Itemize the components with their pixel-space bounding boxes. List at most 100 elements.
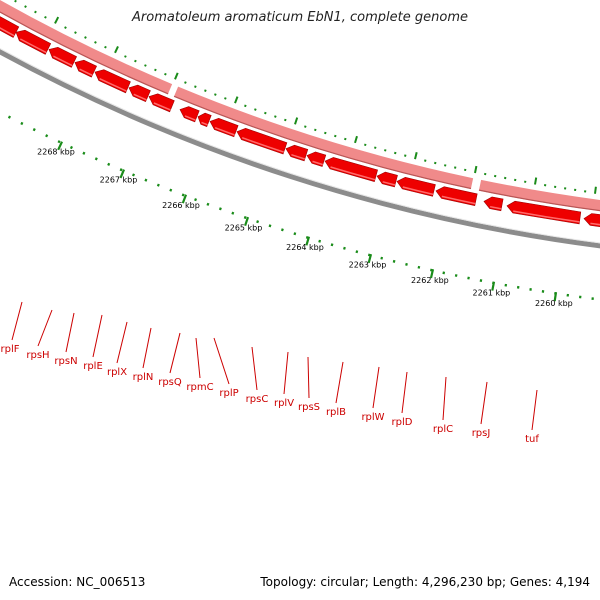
gene-arrow bbox=[583, 213, 600, 227]
shadow-band-segment bbox=[173, 86, 474, 189]
gene-label-leader bbox=[372, 366, 380, 409]
gene-arrow bbox=[236, 127, 288, 155]
gene-label: rplN bbox=[133, 372, 154, 383]
gene-label: rpsC bbox=[246, 394, 269, 405]
gene-arrow bbox=[128, 84, 151, 102]
gene-arrow-highlight bbox=[79, 68, 93, 76]
gene-arrow-highlight bbox=[53, 55, 73, 67]
gene-arrow-highlight bbox=[201, 121, 208, 126]
gene-label: rplD bbox=[392, 417, 413, 428]
gene-label-leader bbox=[283, 351, 289, 395]
gene-label: rpsN bbox=[54, 356, 77, 367]
kbp-minor-tick bbox=[405, 262, 408, 266]
topology-text: Topology: circular; Length: 4,296,230 bp… bbox=[260, 575, 590, 589]
gene-label: rplC bbox=[433, 424, 453, 435]
kbp-minor-tick bbox=[367, 253, 371, 257]
kbp-minor-tick bbox=[280, 228, 284, 232]
gene-arrow-highlight bbox=[241, 136, 284, 153]
gene-label: rplF bbox=[1, 344, 20, 355]
gene-arrow-highlight bbox=[312, 160, 324, 166]
inner-tick bbox=[274, 115, 277, 118]
gene-label-leader bbox=[11, 301, 23, 341]
inner-tick bbox=[344, 137, 347, 141]
inner-tick bbox=[354, 135, 358, 144]
kbp-minor-tick bbox=[355, 250, 359, 254]
inner-tick bbox=[384, 149, 387, 152]
inner-tick bbox=[114, 45, 119, 54]
backbone-track bbox=[0, 47, 600, 249]
kbp-label: 2261 kbp bbox=[473, 289, 511, 298]
gene-arrow bbox=[74, 59, 98, 78]
kbp-major-tick bbox=[553, 292, 558, 302]
kbp-minor-tick bbox=[69, 145, 73, 150]
gene-arrow-highlight bbox=[133, 93, 147, 101]
kbp-minor-tick bbox=[218, 207, 222, 211]
gene-arrow bbox=[94, 69, 131, 94]
gene-arrow bbox=[179, 106, 200, 123]
gene-arrow-highlight bbox=[0, 27, 15, 37]
kbp-major-tick bbox=[244, 216, 250, 227]
kbp-minor-tick bbox=[343, 246, 346, 250]
inner-tick bbox=[154, 68, 157, 72]
gene-shadow-band bbox=[0, 0, 600, 212]
gene-arrow bbox=[148, 93, 175, 113]
inner-tick bbox=[374, 146, 377, 149]
shadow-band-segment bbox=[478, 179, 600, 211]
inner-tick bbox=[314, 128, 317, 132]
kbp-minor-tick bbox=[330, 243, 334, 247]
inner-tick bbox=[304, 125, 307, 128]
gene-arrow bbox=[306, 151, 327, 167]
gene-arrow-highlight bbox=[214, 126, 235, 136]
kbp-minor-tick bbox=[268, 224, 272, 228]
gene-arrow-highlight bbox=[19, 38, 47, 54]
shadow-band-edge bbox=[0, 11, 169, 95]
gene-track bbox=[0, 16, 600, 227]
backbone-highlight bbox=[0, 47, 600, 244]
inner-tick bbox=[214, 93, 217, 96]
kbp-minor-tick bbox=[169, 188, 173, 192]
kbp-minor-tick bbox=[131, 173, 136, 177]
gene-label: rpmC bbox=[186, 382, 213, 393]
kbp-minor-tick bbox=[392, 259, 396, 263]
kbp-minor-tick bbox=[82, 151, 86, 155]
kbp-minor-tick bbox=[32, 128, 36, 132]
kbp-scale: 2268 kbp 2267 kbp 2266 kbp 2265 kbp 2264 kbp… bbox=[7, 115, 594, 308]
gene-label-leader bbox=[37, 309, 53, 347]
kbp-minor-tick bbox=[181, 193, 185, 197]
gene-label-group: rplF rpsH rpsN rplE rplX rplN rpsQ rpmC rplP rpsC… bbox=[1, 301, 539, 445]
inner-tick bbox=[294, 117, 299, 125]
inner-tick bbox=[284, 118, 287, 122]
inner-tick bbox=[84, 36, 87, 39]
inner-tick bbox=[44, 15, 47, 19]
kbp-minor-tick bbox=[7, 115, 11, 119]
kbp-minor-tick bbox=[94, 157, 98, 161]
inner-tick bbox=[204, 89, 207, 92]
gene-arrow-highlight bbox=[402, 186, 434, 196]
gene-label: rplV bbox=[274, 398, 294, 409]
gene-label: rplP bbox=[219, 388, 238, 399]
kbp-minor-tick bbox=[57, 140, 61, 144]
kbp-minor-tick bbox=[20, 121, 24, 126]
kbp-label: 2260 kbp bbox=[535, 299, 573, 308]
gene-arrow-highlight bbox=[330, 166, 376, 181]
gene-arrow-highlight bbox=[153, 102, 171, 111]
inner-tick bbox=[404, 154, 407, 157]
inner-tick bbox=[74, 31, 77, 34]
kbp-label: 2264 kbp bbox=[286, 243, 324, 252]
kbp-minor-tick bbox=[256, 220, 260, 224]
kbp-minor-tick bbox=[45, 134, 49, 138]
inner-tick bbox=[194, 85, 197, 88]
gene-label-leader bbox=[401, 371, 408, 414]
accession-text: Accession: NC_006513 bbox=[9, 575, 146, 589]
gene-arrow-highlight bbox=[489, 205, 502, 210]
kbp-minor-tick bbox=[417, 265, 421, 269]
gene-arrow bbox=[506, 200, 582, 225]
gene-arrow-highlight bbox=[99, 78, 127, 92]
inner-tick bbox=[594, 186, 597, 194]
inner-tick bbox=[224, 97, 227, 100]
inner-tick bbox=[174, 72, 179, 80]
inner-tick bbox=[164, 72, 167, 76]
gene-arrow bbox=[376, 171, 398, 188]
gene-label-leader bbox=[142, 327, 152, 369]
